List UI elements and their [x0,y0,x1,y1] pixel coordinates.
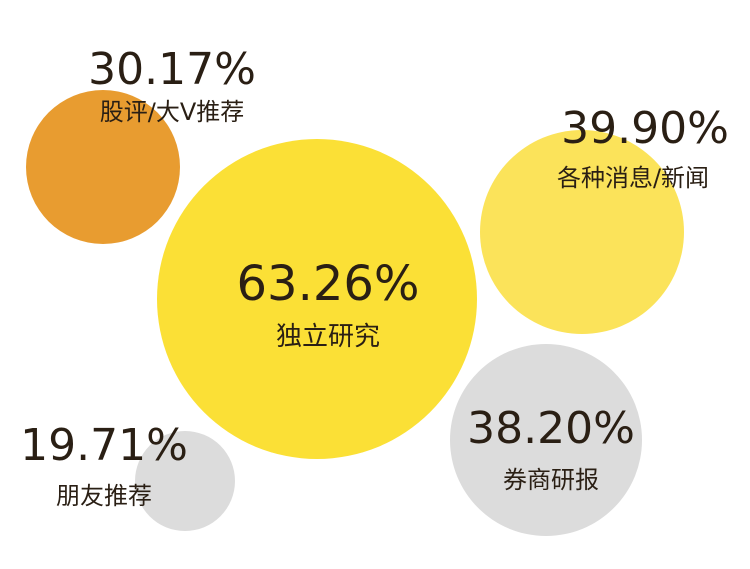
bubble-category-label-0: 股评/大V推荐 [100,98,245,126]
bubble-value-label-3: 38.20% [467,403,635,454]
bubble-category-label-4: 朋友推荐 [56,482,152,510]
bubble-1 [157,139,477,459]
bubble-value-label-0: 30.17% [88,44,256,95]
bubble-0 [26,90,180,244]
bubble-category-label-2: 各种消息/新闻 [557,164,709,192]
bubble-3 [450,344,642,536]
bubble-4 [135,431,235,531]
bubble-value-label-1: 63.26% [236,256,419,312]
bubble-value-label-4: 19.71% [20,420,188,471]
bubble-category-label-1: 独立研究 [276,322,380,352]
bubble-category-label-3: 券商研报 [503,466,599,494]
bubble-2 [480,130,684,334]
bubble-value-label-2: 39.90% [561,103,729,154]
